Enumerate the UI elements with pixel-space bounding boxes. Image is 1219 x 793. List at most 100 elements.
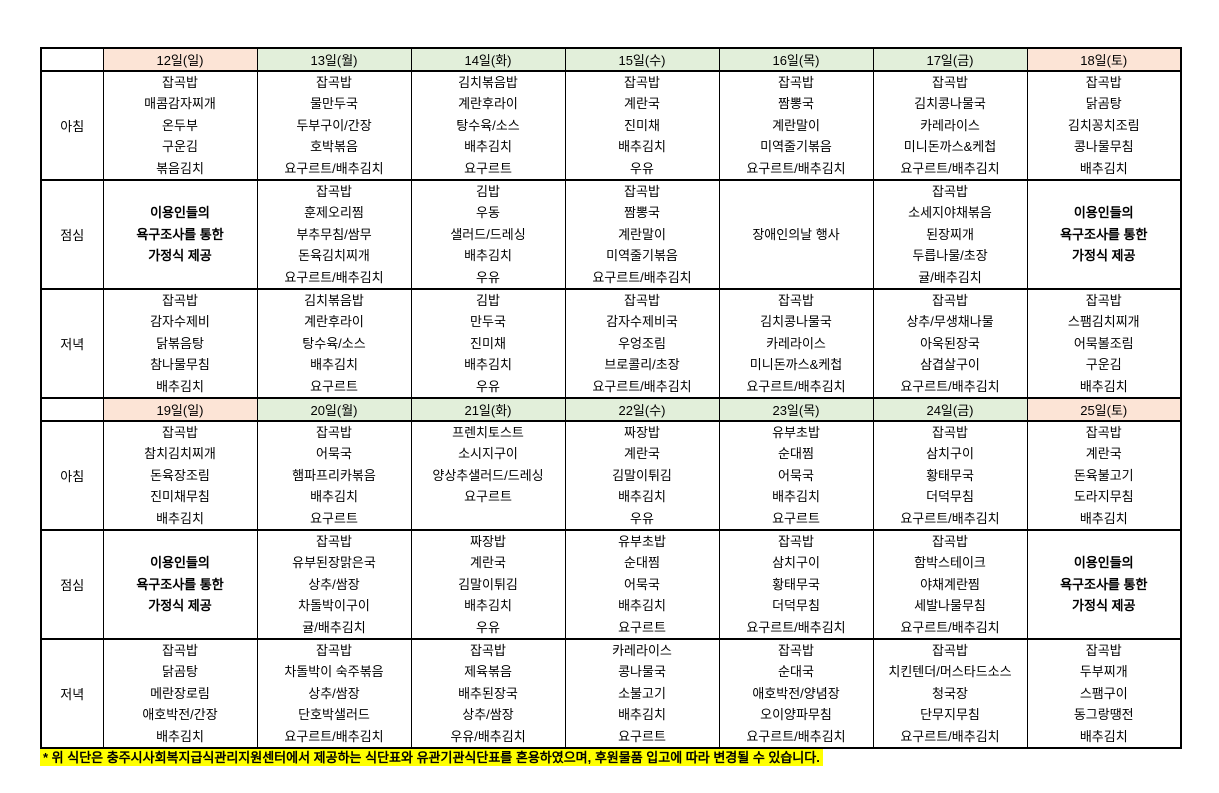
meal-cell: 잡곡밥 함박스테이크 야채계란찜 세발나물무침 요구르트/배추김치 bbox=[872, 529, 1028, 640]
menu-item: 배추김치 bbox=[156, 728, 204, 744]
menu-item: 귤/배추김치 bbox=[302, 619, 366, 635]
menu-item: 배추김치 bbox=[310, 489, 358, 505]
menu-item: 돈육김치찌개 bbox=[298, 248, 370, 264]
meal-cell: 김밥 만두국 진미채 배추김치 우유 bbox=[410, 288, 566, 399]
menu-item: 김치볶음밥 bbox=[304, 293, 364, 308]
menu-item: 두부찌개 bbox=[1079, 664, 1128, 680]
menu-item: 이용인들의 bbox=[150, 205, 210, 221]
meal-cell: 잡곡밥 김치콩나물국 카레라이스 미니돈까스&케첩 요구르트/배추김치 bbox=[872, 70, 1028, 181]
meal-cell: 잡곡밥 참치김치찌개 돈육장조림 진미채무침 배추김치 bbox=[102, 420, 258, 531]
meal-cell: 프렌치토스트 소시지구이 양상추샐러드/드레싱 요구르트 bbox=[410, 420, 566, 531]
day-header: 25일(토) bbox=[1026, 397, 1182, 422]
meal-label: 저녁 bbox=[40, 638, 104, 749]
menu-item: 참나물무침 bbox=[150, 357, 210, 373]
menu-item: 유부된장맑은국 bbox=[292, 555, 376, 571]
menu-item: 요구르트/배추김치 bbox=[900, 728, 1000, 744]
menu-item: 요구르트/배추김치 bbox=[900, 510, 1000, 526]
menu-item: 짬뽕국 bbox=[624, 205, 660, 221]
day-header: 12일(일) bbox=[102, 47, 258, 72]
menu-item: 가정식 제공 bbox=[148, 248, 212, 264]
meal-cell: 잡곡밥 물만두국 두부구이/간장 호박볶음 요구르트/배추김치 bbox=[256, 70, 412, 181]
meal-cell: 잡곡밥 감자수제비 닭볶음탕 참나물무침 배추김치 bbox=[102, 288, 258, 399]
meal-cell: 잡곡밥 삼치구이 황태무국 더덕무침 요구르트/배추김치 bbox=[718, 529, 874, 640]
meal-cell: 장애인의날 행사 bbox=[718, 179, 874, 290]
menu-item: 상추/쌈장 bbox=[462, 707, 514, 723]
meal-cell: 김밥 우동 샐러드/드레싱 배추김치 우유 bbox=[410, 179, 566, 290]
meal-cell: 잡곡밥 상추/무생채나물 아욱된장국 삼겹살구이 요구르트/배추김치 bbox=[872, 288, 1028, 399]
menu-item: 닭볶음탕 bbox=[156, 335, 204, 351]
meal-cell: 잡곡밥 소세지야채볶음 된장찌개 두릅나물/초장 귤/배추김치 bbox=[872, 179, 1028, 290]
menu-item: 참치김치찌개 bbox=[144, 446, 216, 462]
menu-item: 상추/무생채나물 bbox=[906, 314, 994, 330]
meal-cell: 유부초밥 순대찜 어묵국 배추김치 요구르트 bbox=[564, 529, 720, 640]
menu-item: 세발나물무침 bbox=[914, 598, 986, 614]
menu-item: 우엉조림 bbox=[618, 335, 666, 351]
menu-item: 가정식 제공 bbox=[1072, 248, 1136, 264]
menu-item: 잡곡밥 bbox=[316, 425, 352, 440]
menu-item: 김말이튀김 bbox=[458, 576, 518, 592]
menu-item: 요구르트 bbox=[310, 378, 358, 394]
meal-cell: 짜장밥 계란국 김말이튀김 배추김치 우유 bbox=[564, 420, 720, 531]
menu-item: 호박볶음 bbox=[310, 139, 358, 155]
menu-item: 김치콩나물국 bbox=[914, 96, 986, 112]
meal-label: 점심 bbox=[40, 529, 104, 640]
menu-item: 더덕무침 bbox=[772, 598, 820, 614]
menu-item: 카레라이스 bbox=[920, 117, 980, 133]
menu-item: 요구르트/배추김치 bbox=[746, 160, 846, 176]
menu-item: 카레라이스 bbox=[766, 335, 826, 351]
menu-item: 김치볶음밥 bbox=[458, 75, 518, 90]
menu-item: 요구르트/배추김치 bbox=[284, 160, 384, 176]
menu-item: 계란말이 bbox=[772, 117, 820, 133]
menu-item: 요구르트/배추김치 bbox=[746, 728, 846, 744]
menu-item: 계란국 bbox=[624, 96, 660, 112]
menu-item: 계란국 bbox=[470, 555, 506, 571]
menu-item: 우유 bbox=[630, 160, 654, 176]
menu-item: 진미채무침 bbox=[150, 489, 210, 505]
menu-item: 스팸김치찌개 bbox=[1067, 314, 1140, 330]
menu-item: 어묵국 bbox=[778, 467, 814, 483]
menu-item: 메란장로림 bbox=[150, 685, 210, 701]
meal-cell: 잡곡밥 짬뽕국 계란말이 미역줄기볶음 요구르트/배추김치 bbox=[564, 179, 720, 290]
meal-cell: 유부초밥 순대찜 어묵국 배추김치 요구르트 bbox=[718, 420, 874, 531]
day-header: 20일(월) bbox=[256, 397, 412, 422]
meal-cell: 잡곡밥 짬뽕국 계란말이 미역줄기볶음 요구르트/배추김치 bbox=[718, 70, 874, 181]
meal-cell: 잡곡밥 제육볶음 배추된장국 상추/쌈장 우유/배추김치 bbox=[410, 638, 566, 749]
menu-item: 볶음김치 bbox=[156, 160, 204, 176]
menu-item: 배추김치 bbox=[1079, 378, 1128, 394]
menu-item: 차돌박이구이 bbox=[298, 598, 370, 614]
menu-item: 잡곡밥 bbox=[316, 184, 352, 199]
menu-item: 우유 bbox=[476, 269, 500, 285]
menu-item: 잡곡밥 bbox=[162, 643, 198, 658]
menu-item: 요구르트/배추김치 bbox=[900, 378, 1000, 394]
menu-item: 애호박전/양념장 bbox=[752, 685, 840, 701]
meal-cell: 잡곡밥 훈제오리찜 부추무침/쌈무 돈육김치찌개 요구르트/배추김치 bbox=[256, 179, 412, 290]
meal-label: 점심 bbox=[40, 179, 104, 290]
menu-item: 삼치구이 bbox=[772, 555, 820, 571]
corner-cell bbox=[40, 47, 104, 72]
menu-item: 배추김치 bbox=[464, 139, 512, 155]
menu-item: 함박스테이크 bbox=[914, 555, 986, 571]
menu-item: 우유/배추김치 bbox=[450, 728, 526, 744]
menu-item: 탕수육/소스 bbox=[456, 117, 520, 133]
menu-item: 김치꽁치조림 bbox=[1067, 117, 1140, 133]
menu-item: 요구르트/배추김치 bbox=[284, 728, 384, 744]
menu-item: 유부초밥 bbox=[772, 425, 820, 440]
menu-item: 배추김치 bbox=[618, 139, 666, 155]
menu-item: 요구르트 bbox=[464, 489, 512, 505]
menu-item: 순대국 bbox=[778, 664, 814, 680]
meal-label: 아침 bbox=[40, 70, 104, 181]
menu-item: 잡곡밥 bbox=[932, 184, 968, 199]
menu-item: 요구르트 bbox=[310, 510, 358, 526]
menu-item: 잡곡밥 bbox=[624, 293, 660, 308]
menu-item: 김말이튀김 bbox=[612, 467, 672, 483]
menu-item: 짜장밥 bbox=[470, 534, 506, 549]
meal-cell: 이용인들의 욕구조사를 통한 가정식 제공 bbox=[1026, 179, 1182, 290]
menu-item: 잡곡밥 bbox=[624, 75, 660, 90]
meal-label: 저녁 bbox=[40, 288, 104, 399]
menu-item: 배추김치 bbox=[310, 357, 358, 373]
day-header: 15일(수) bbox=[564, 47, 720, 72]
menu-item: 두릅나물/초장 bbox=[912, 248, 988, 264]
menu-item: 잡곡밥 bbox=[778, 75, 814, 90]
menu-item: 잡곡밥 bbox=[778, 293, 814, 308]
menu-item: 배추김치 bbox=[156, 510, 204, 526]
